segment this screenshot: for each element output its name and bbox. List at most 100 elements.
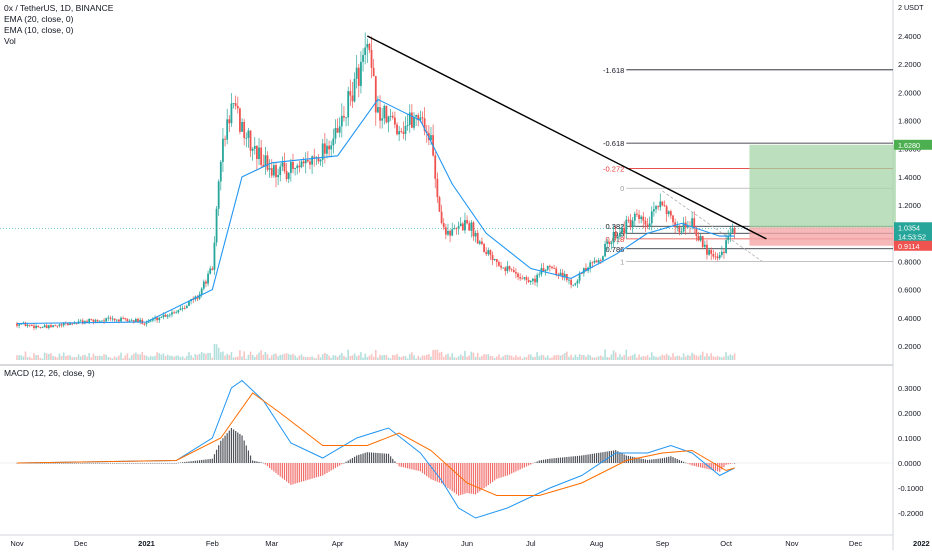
volume-bar xyxy=(731,355,734,360)
macd-histogram-bar xyxy=(489,463,492,484)
macd-histogram-bar xyxy=(71,463,73,464)
macd-histogram-bar xyxy=(538,460,540,463)
volume-bar xyxy=(228,354,231,360)
macd-histogram-bar xyxy=(133,463,135,464)
price-tick-label: 1.2000 xyxy=(898,201,921,210)
macd-histogram-bar xyxy=(317,463,320,477)
candle-body xyxy=(47,325,50,328)
macd-histogram-bar xyxy=(383,453,385,463)
volume-bar xyxy=(241,356,243,360)
candle-body xyxy=(449,230,451,236)
macd-histogram-bar xyxy=(710,463,712,470)
candle-body xyxy=(275,165,277,178)
macd-histogram-bar xyxy=(591,453,593,463)
volume-bar xyxy=(50,353,52,360)
candle-body xyxy=(67,323,69,326)
volume-bar xyxy=(186,355,188,360)
candle-body xyxy=(517,273,519,278)
candle-body xyxy=(338,126,341,133)
candle-body xyxy=(669,211,672,216)
legend-title[interactable]: 0x / TetherUS, 1D, BINANCE xyxy=(4,3,114,13)
volume-bar xyxy=(179,357,182,360)
volume-bar xyxy=(663,355,666,360)
macd-histogram-bar xyxy=(689,463,691,465)
volume-bar xyxy=(194,354,197,360)
volume-bar xyxy=(307,357,309,360)
legend-ema20[interactable]: EMA (20, close, 0) xyxy=(4,14,74,24)
volume-bar xyxy=(689,355,691,360)
macd-histogram-bar xyxy=(169,463,171,464)
volume-bar xyxy=(383,354,386,360)
volume-bar xyxy=(453,357,456,360)
macd-histogram-bar xyxy=(322,463,324,476)
volume-bar xyxy=(576,357,579,360)
candle-body xyxy=(211,268,214,270)
price-label-box xyxy=(894,240,932,251)
candle-body xyxy=(202,281,205,289)
candle-body xyxy=(130,320,133,322)
macd-histogram-bar xyxy=(311,463,313,479)
candle-body xyxy=(457,226,460,229)
volume-bar xyxy=(729,354,732,360)
candle-body xyxy=(489,250,492,255)
candle-body xyxy=(655,206,657,210)
candle-body xyxy=(149,320,152,322)
volume-bar xyxy=(71,357,73,360)
macd-histogram-bar xyxy=(290,463,292,485)
macd-histogram-bar xyxy=(256,461,258,463)
volume-bar xyxy=(508,355,511,360)
macd-legend[interactable]: MACD (12, 26, close, 9) xyxy=(4,368,95,378)
volume-bar xyxy=(249,351,252,360)
macd-histogram-bar xyxy=(222,438,224,463)
macd-histogram-bar xyxy=(379,453,381,463)
volume-bar xyxy=(428,354,430,360)
candle-body xyxy=(680,231,683,233)
macd-histogram-bar xyxy=(593,453,596,463)
candle-body xyxy=(400,131,403,133)
volume-bar xyxy=(725,352,727,360)
volume-bar xyxy=(574,354,577,360)
stop-zone xyxy=(749,227,896,246)
macd-histogram-bar xyxy=(685,462,687,464)
volume-bar xyxy=(476,353,479,360)
candle-body xyxy=(676,226,679,228)
macd-histogram-bar xyxy=(50,463,52,464)
volume-bar xyxy=(124,355,127,360)
macd-histogram-bar xyxy=(572,456,574,463)
price-label-unit: 2 USDT xyxy=(898,3,924,12)
candle-body xyxy=(561,272,564,278)
volume-bar xyxy=(103,354,105,360)
volume-bar xyxy=(224,355,226,360)
volume-bar xyxy=(495,356,498,360)
volume-bar xyxy=(415,358,417,360)
macd-histogram-bar xyxy=(464,463,466,494)
candle-body xyxy=(355,67,358,79)
legend-ema10[interactable]: EMA (10, close, 0) xyxy=(4,25,74,35)
candle-body xyxy=(281,162,284,167)
candle-body xyxy=(340,115,343,127)
volume-bar xyxy=(585,356,587,360)
volume-bar xyxy=(105,354,107,360)
volume-bar xyxy=(684,356,687,360)
volume-bar xyxy=(445,354,447,360)
volume-bar xyxy=(79,356,82,360)
candle-body xyxy=(304,160,307,164)
macd-histogram-bar xyxy=(525,463,528,467)
volume-bar xyxy=(332,355,335,360)
candle-body xyxy=(79,320,82,322)
macd-histogram-bar xyxy=(116,463,118,464)
volume-bar xyxy=(653,355,655,360)
macd-histogram-bar xyxy=(534,462,536,463)
macd-histogram-bar xyxy=(496,463,498,479)
candle-body xyxy=(122,317,125,319)
volume-bar xyxy=(166,354,169,360)
candle-body xyxy=(506,266,509,272)
volume-bar xyxy=(602,356,604,360)
legend-vol[interactable]: Vol xyxy=(4,36,16,46)
volume-bar xyxy=(213,343,216,360)
candle-body xyxy=(54,325,57,327)
volume-bar xyxy=(43,352,46,360)
volume-bar xyxy=(561,354,564,360)
candle-body xyxy=(447,230,449,235)
